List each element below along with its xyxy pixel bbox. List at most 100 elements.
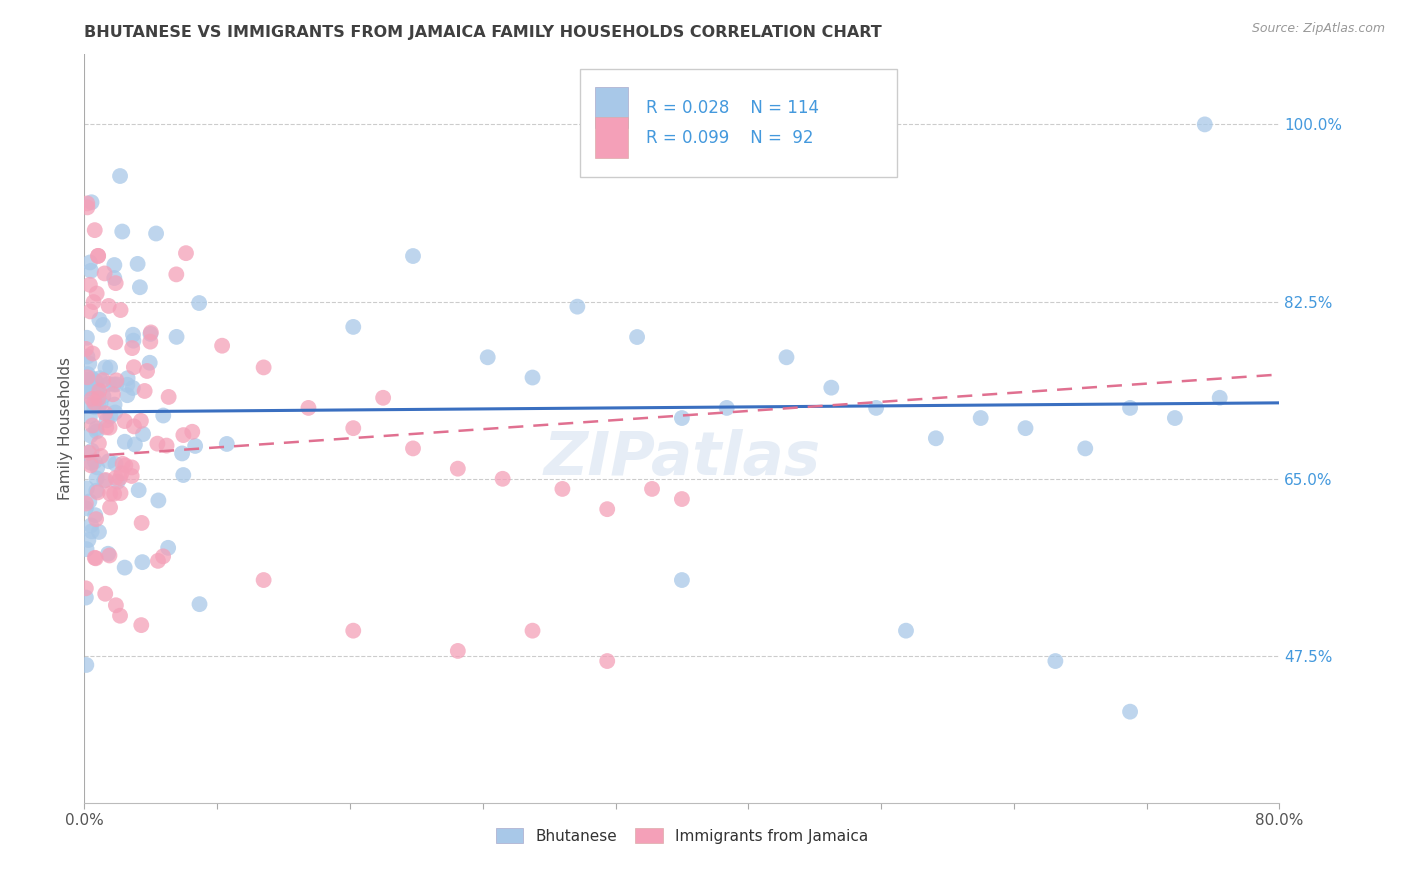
- Point: [77, 533, 100, 547]
- Point: [80, 195, 103, 210]
- Point: [110, 486, 132, 500]
- Point: [80, 518, 103, 533]
- Point: [402, 249, 425, 263]
- Point: [174, 246, 197, 260]
- Point: [87, 400, 110, 414]
- Point: [132, 427, 155, 442]
- Point: [775, 351, 797, 365]
- Point: [75, 496, 97, 510]
- Point: [342, 624, 364, 638]
- Point: [211, 339, 233, 353]
- Point: [152, 549, 174, 564]
- Point: [117, 371, 139, 385]
- Point: [87, 249, 110, 263]
- Point: [104, 457, 127, 471]
- Point: [447, 644, 470, 658]
- Point: [111, 225, 134, 239]
- Point: [87, 524, 110, 539]
- Point: [98, 500, 121, 515]
- Point: [84, 375, 107, 389]
- Point: [86, 460, 108, 475]
- Text: ZIPatlas: ZIPatlas: [543, 429, 821, 488]
- Point: [145, 227, 167, 241]
- Point: [148, 493, 170, 508]
- Point: [567, 300, 589, 314]
- Point: [114, 560, 136, 574]
- Point: [94, 406, 117, 420]
- Point: [716, 401, 738, 415]
- Point: [146, 554, 169, 568]
- Point: [75, 582, 97, 596]
- Point: [75, 657, 97, 672]
- Point: [108, 471, 131, 485]
- Point: [522, 370, 544, 384]
- Point: [98, 420, 121, 434]
- Point: [129, 280, 152, 294]
- Point: [107, 475, 129, 489]
- Point: [671, 411, 693, 425]
- Point: [103, 486, 125, 500]
- Point: [83, 550, 105, 565]
- Point: [93, 474, 115, 488]
- Point: [75, 501, 97, 516]
- Point: [91, 373, 114, 387]
- Point: [104, 276, 127, 290]
- Point: [87, 392, 110, 406]
- Point: [79, 255, 101, 269]
- Point: [114, 434, 136, 449]
- Point: [83, 395, 105, 409]
- Point: [93, 389, 115, 403]
- Point: [373, 391, 395, 405]
- Point: [447, 461, 470, 475]
- Point: [86, 425, 108, 439]
- Point: [75, 342, 97, 356]
- Point: [139, 334, 162, 349]
- Point: [297, 401, 319, 415]
- Point: [83, 223, 105, 237]
- Point: [84, 512, 107, 526]
- Point: [172, 446, 194, 460]
- Point: [84, 551, 107, 566]
- Point: [80, 458, 103, 473]
- Point: [129, 414, 152, 428]
- Point: [155, 439, 177, 453]
- Point: [80, 524, 103, 539]
- Point: [1074, 442, 1097, 456]
- Point: [76, 200, 98, 214]
- Point: [925, 431, 948, 445]
- Point: [79, 357, 101, 371]
- Point: [84, 483, 107, 498]
- Point: [94, 360, 117, 375]
- Point: [104, 405, 127, 419]
- Point: [114, 458, 136, 473]
- Point: [83, 295, 105, 310]
- Point: [114, 414, 136, 428]
- Point: [84, 421, 107, 435]
- Point: [98, 549, 121, 563]
- Point: [93, 267, 115, 281]
- FancyBboxPatch shape: [595, 117, 628, 159]
- Point: [76, 481, 98, 495]
- Point: [127, 257, 149, 271]
- Point: [1164, 411, 1187, 425]
- Point: [79, 277, 101, 292]
- Point: [94, 587, 117, 601]
- Point: [82, 418, 104, 433]
- Point: [79, 494, 101, 508]
- Point: [108, 169, 131, 183]
- Point: [157, 541, 180, 555]
- Point: [522, 624, 544, 638]
- Point: [121, 381, 143, 395]
- Point: [134, 384, 156, 398]
- Point: [89, 384, 111, 398]
- Point: [75, 591, 97, 605]
- Text: Source: ZipAtlas.com: Source: ZipAtlas.com: [1251, 22, 1385, 36]
- Point: [82, 346, 104, 360]
- Point: [75, 384, 97, 398]
- Point: [86, 485, 108, 500]
- Point: [865, 401, 887, 415]
- Point: [1045, 654, 1067, 668]
- Point: [90, 396, 112, 410]
- Point: [76, 196, 98, 211]
- Point: [122, 334, 145, 348]
